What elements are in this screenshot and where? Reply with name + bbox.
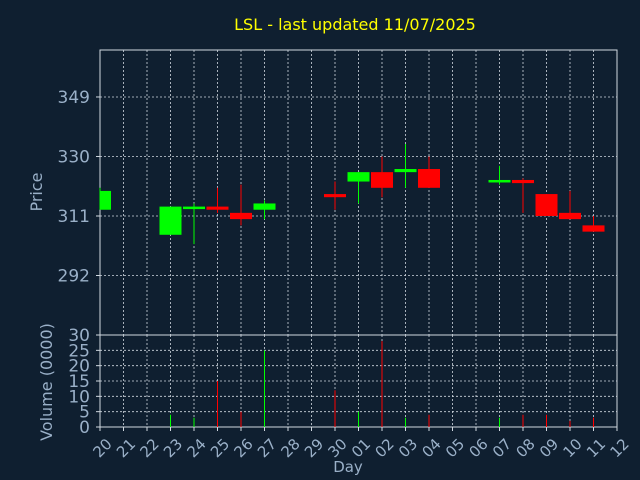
x-tick-label: 26 xyxy=(231,435,257,461)
price-axis-label: Price xyxy=(27,172,46,211)
price-panel: 292 311 330 349 xyxy=(58,49,618,336)
chart-title: LSL - last updated 11/07/2025 xyxy=(234,15,476,34)
x-axis: 2021222324252627282930010203040506070809… xyxy=(90,427,633,461)
candle-body xyxy=(253,203,276,210)
x-tick-label: 22 xyxy=(137,435,163,461)
price-tick-label: 349 xyxy=(58,88,90,108)
volume-tick-label: 10 xyxy=(68,387,90,407)
x-tick-label: 12 xyxy=(607,435,633,461)
x-tick-label: 04 xyxy=(419,435,445,461)
x-tick-label: 07 xyxy=(489,435,515,461)
volume-tick-label: 30 xyxy=(68,326,90,346)
volume-tick-label: 25 xyxy=(68,341,90,361)
x-tick-label: 10 xyxy=(560,435,586,461)
x-tick-label: 02 xyxy=(372,435,398,461)
x-tick-label: 06 xyxy=(466,435,492,461)
price-tick-label: 292 xyxy=(58,266,90,286)
x-tick-label: 20 xyxy=(90,435,116,461)
x-tick-label: 28 xyxy=(278,435,304,461)
x-tick-label: 27 xyxy=(254,435,280,461)
volume-tick-label: 15 xyxy=(68,372,90,392)
candle-body xyxy=(512,179,534,184)
price-tick-label: 330 xyxy=(58,147,90,167)
x-tick-label: 11 xyxy=(583,435,609,461)
x-tick-label: 29 xyxy=(301,435,327,461)
candle-body xyxy=(488,179,511,183)
candle-body xyxy=(418,169,440,188)
volume-tick-label: 0 xyxy=(79,418,90,438)
candle-body xyxy=(183,206,205,210)
x-tick-label: 25 xyxy=(207,435,233,461)
x-tick-label: 21 xyxy=(113,435,139,461)
x-tick-label: 09 xyxy=(536,435,562,461)
candle-body xyxy=(582,225,605,232)
volume-tick-label: 20 xyxy=(68,357,90,377)
candle-body xyxy=(394,169,417,173)
candle-body xyxy=(324,194,346,198)
candle-body xyxy=(559,212,581,220)
x-tick-label: 08 xyxy=(513,435,539,461)
candle-body xyxy=(100,190,111,210)
x-tick-label: 03 xyxy=(395,435,421,461)
candle-body xyxy=(535,194,558,216)
volume-tick-label: 5 xyxy=(79,403,90,423)
price-tick-label: 311 xyxy=(58,207,90,227)
x-tick-label: 24 xyxy=(184,435,210,461)
candle-body xyxy=(230,212,252,220)
volume-axis-label: Volume (0000) xyxy=(37,323,56,441)
candle-body xyxy=(347,172,370,182)
candle-body xyxy=(206,206,229,210)
x-axis-label: Day xyxy=(333,458,363,476)
x-tick-label: 05 xyxy=(442,435,468,461)
candle-body xyxy=(371,172,393,188)
x-tick-label: 23 xyxy=(160,435,186,461)
candle-body xyxy=(159,206,182,235)
